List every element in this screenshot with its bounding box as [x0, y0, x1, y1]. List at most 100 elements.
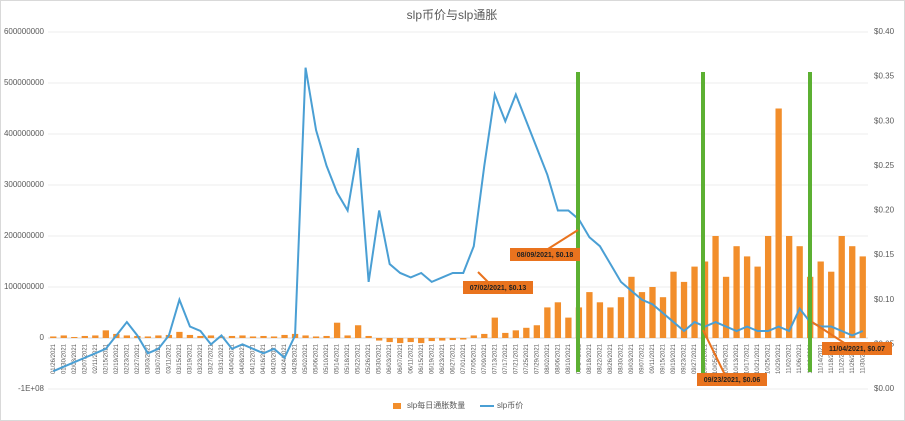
x-tick-label: 11/14/2021: [818, 343, 824, 373]
bar: [523, 327, 530, 338]
bar: [302, 335, 309, 338]
bar: [764, 236, 772, 338]
bar: [554, 302, 562, 338]
x-tick-label: 03/07/2021: [156, 343, 162, 374]
annotation: 11/04/2021, $0.07: [829, 346, 885, 353]
bar: [186, 334, 194, 338]
y-tick-label: 500000000: [4, 78, 45, 87]
x-tick-label: 05/10/2021: [324, 343, 330, 374]
x-tick-label: 04/04/2021: [230, 343, 236, 374]
y2-tick-label: $0.00: [874, 384, 895, 393]
bar: [628, 276, 635, 338]
bar: [81, 335, 88, 338]
bar: [207, 335, 215, 338]
x-tick-label: 06/07/2021: [398, 343, 404, 374]
y2-tick-label: $0.40: [874, 27, 895, 36]
bar: [670, 271, 677, 338]
x-tick-label: 05/02/2021: [303, 343, 309, 374]
bar: [333, 322, 341, 338]
bar: [565, 317, 572, 338]
x-tick-label: 03/15/2021: [177, 343, 183, 374]
x-tick-label: 10/13/2021: [734, 343, 740, 374]
x-tick-label: 01/30/2021: [61, 343, 67, 374]
annotation: 09/23/2021, $0.06: [704, 377, 761, 384]
bar: [596, 302, 604, 338]
bar: [786, 236, 793, 338]
x-tick-label: 10/25/2021: [766, 343, 772, 374]
bar: [344, 335, 351, 338]
bar: [418, 338, 425, 344]
bar: [439, 338, 446, 341]
bar: [481, 333, 488, 338]
bar: [838, 236, 845, 338]
x-tick-label: 02/03/2021: [72, 343, 78, 374]
y2-tick-label: $0.10: [874, 295, 895, 304]
x-tick-label: 10/09/2021: [724, 343, 730, 374]
x-tick-label: 08/30/2021: [619, 343, 625, 374]
x-tick-label: 10/21/2021: [755, 343, 761, 374]
bar: [407, 338, 414, 343]
callout-leader: [702, 329, 728, 380]
callout-box: [510, 248, 580, 261]
chart-title: slp币价与slp通胀: [407, 8, 498, 22]
x-tick-label: 09/15/2021: [661, 343, 667, 374]
bar: [502, 332, 509, 338]
bar: [754, 266, 761, 338]
x-tick-label: 06/11/2021: [408, 343, 414, 373]
bar: [828, 271, 835, 338]
callout-box: [697, 373, 767, 386]
y2-tick-label: $0.20: [874, 206, 895, 215]
y-tick-label: -1E+08: [18, 384, 45, 393]
bar: [197, 335, 204, 338]
bar: [218, 336, 225, 338]
x-tick-label: 03/31/2021: [219, 343, 225, 374]
x-tick-label: 05/30/2021: [377, 343, 383, 374]
bar: [123, 335, 130, 338]
bar: [239, 335, 246, 338]
x-tick-label: 06/19/2021: [429, 343, 435, 374]
x-tick-label: 08/26/2021: [608, 343, 614, 374]
bar: [60, 335, 67, 338]
bar: [849, 246, 856, 338]
x-tick-label: 02/11/2021: [93, 343, 99, 373]
bar: [228, 335, 236, 338]
x-tick-label: 03/03/2021: [145, 343, 151, 374]
x-tick-label: 07/09/2021: [482, 343, 488, 374]
x-tick-label: 11/26/2021: [850, 343, 856, 373]
x-tick-label: 11/18/2021: [829, 343, 835, 373]
x-tick-label: 04/12/2021: [251, 343, 257, 374]
bar: [376, 338, 383, 341]
bar: [144, 336, 152, 338]
bar: [859, 256, 866, 338]
x-tick-label: 10/29/2021: [776, 343, 782, 374]
y2-tick-label: $0.25: [874, 161, 895, 170]
bar: [260, 335, 267, 338]
bar: [428, 338, 435, 342]
annotation: 07/02/2021, $0.13: [470, 285, 527, 292]
x-tick-label: 04/16/2021: [261, 343, 267, 374]
bar: [544, 307, 551, 338]
bar: [649, 287, 656, 338]
x-tick-label: 09/11/2021: [650, 343, 656, 373]
bar: [712, 236, 719, 338]
x-tick-label: 06/03/2021: [387, 343, 393, 374]
bar: [638, 292, 646, 338]
x-tick-label: 05/14/2021: [335, 343, 341, 374]
x-tick-label: 11/22/2021: [839, 343, 845, 373]
y-tick-label: 0: [40, 333, 45, 342]
price-line: [52, 67, 864, 373]
x-tick-label: 06/23/2021: [440, 343, 446, 374]
bar: [722, 276, 730, 338]
bar: [512, 330, 519, 338]
x-tick-label: 04/28/2021: [293, 343, 299, 374]
x-tick-label: 03/11/2021: [166, 343, 172, 373]
x-tick-label: 10/01/2021: [703, 343, 709, 374]
bar: [249, 336, 257, 338]
bar: [176, 331, 183, 338]
callout-box: [463, 281, 533, 294]
x-tick-label: 08/18/2021: [587, 343, 593, 374]
x-tick-label: 09/19/2021: [671, 343, 677, 374]
x-tick-label: 08/22/2021: [598, 343, 604, 374]
